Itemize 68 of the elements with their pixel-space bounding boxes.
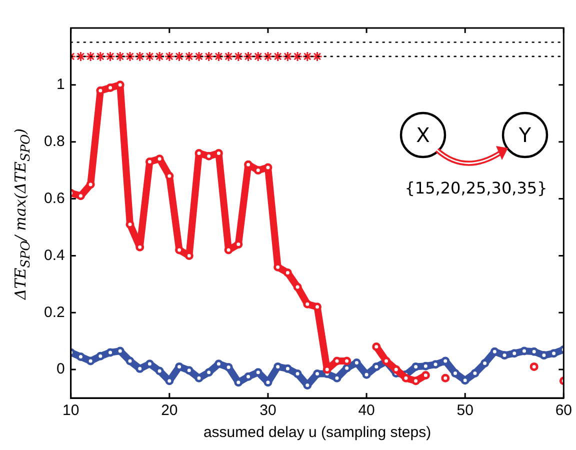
point (144, 51, 155, 62)
point (213, 51, 224, 62)
point (372, 362, 381, 371)
point (124, 51, 136, 62)
point (292, 51, 303, 62)
point (244, 372, 253, 381)
point (96, 352, 105, 360)
point (204, 51, 214, 62)
point (164, 51, 175, 62)
point (233, 51, 244, 62)
x-tick-label: 50 (456, 402, 474, 420)
point (184, 51, 194, 62)
point (145, 360, 154, 368)
point (272, 51, 284, 62)
point (204, 368, 214, 377)
point (134, 51, 146, 62)
point (105, 51, 116, 62)
x-tick-label: 60 (555, 402, 572, 420)
point (76, 352, 85, 361)
point (136, 364, 144, 373)
y-tick-label: 1 (56, 76, 65, 94)
annotation: Y (518, 123, 532, 147)
x-tick-label: 40 (358, 402, 375, 420)
x-axis-title: assumed delay u (sampling steps) (203, 424, 432, 442)
point (550, 349, 558, 358)
annotation: X (416, 123, 430, 147)
point (372, 342, 381, 352)
point (155, 366, 164, 376)
point (421, 370, 430, 380)
x-tick-label: 20 (161, 402, 178, 420)
point (184, 366, 194, 375)
point (530, 362, 538, 371)
point (174, 51, 185, 62)
point (450, 368, 460, 378)
y-tick-label: 0.8 (44, 132, 65, 150)
y-tick-label: 0.4 (44, 246, 65, 264)
point (282, 51, 293, 62)
point (510, 349, 519, 358)
point (95, 51, 106, 62)
point (441, 374, 450, 382)
point (214, 360, 223, 368)
y-tick-label: 0.6 (44, 190, 65, 207)
point (126, 356, 134, 366)
point (470, 368, 480, 378)
point (114, 51, 126, 62)
point (342, 364, 352, 372)
point (86, 356, 95, 366)
point (154, 51, 165, 62)
point (252, 51, 264, 62)
point (224, 363, 233, 372)
point (243, 51, 254, 62)
x-tick-label: 30 (260, 402, 276, 420)
point (302, 51, 313, 62)
annotation: {15,20,25,30,35} (404, 178, 548, 198)
point (262, 51, 274, 62)
y-tick-label: 0 (56, 360, 65, 378)
point (293, 370, 302, 378)
point (500, 351, 509, 360)
point (223, 51, 234, 62)
point (194, 51, 204, 62)
point (194, 374, 204, 382)
x-tick-label: 10 (62, 402, 80, 420)
point (312, 51, 323, 62)
point (480, 359, 490, 368)
y-tick-label: 0.2 (44, 304, 65, 321)
point (540, 351, 548, 360)
point (75, 51, 86, 62)
point (85, 51, 96, 62)
